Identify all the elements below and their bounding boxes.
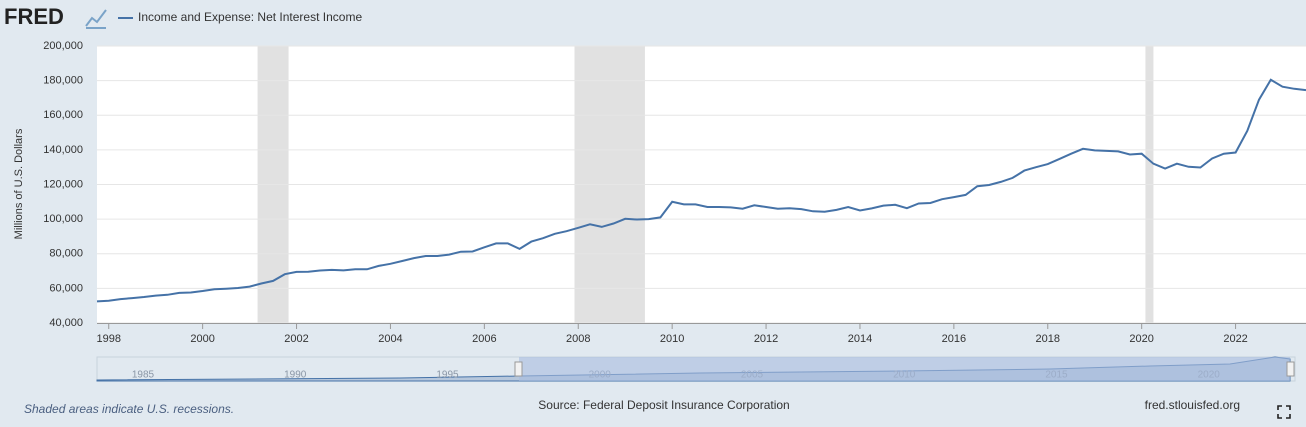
navigator-handle[interactable]	[514, 361, 523, 377]
site: fred.stlouisfed.org	[1145, 398, 1240, 412]
navigator: 20202015201020052000199519901985	[96, 356, 1296, 382]
y-tick-label: 60,000	[49, 282, 83, 294]
navigator-label: 1990	[284, 370, 307, 381]
x-tick-label: 2010	[660, 333, 684, 345]
legend-label: Income and Expense: Net Interest Income	[138, 10, 362, 24]
y-tick-label: 100,000	[43, 213, 83, 225]
y-tick-label: 160,000	[43, 109, 83, 121]
y-tick-label: 80,000	[49, 248, 83, 260]
x-tick-label: 2002	[284, 333, 308, 345]
navigator-selection	[519, 357, 1290, 381]
x-tick-label: 2006	[472, 333, 496, 345]
x-tick-label: 2016	[942, 333, 966, 345]
x-tick-label: 1998	[96, 333, 120, 345]
x-tick-label: 2008	[566, 333, 590, 345]
source: Source: Federal Deposit Insurance Corpor…	[538, 398, 789, 412]
x-tick-label: 2018	[1036, 333, 1060, 345]
y-tick-label: 140,000	[43, 144, 83, 156]
x-tick-label: 2012	[754, 333, 778, 345]
logo-icon	[85, 9, 107, 29]
navigator-label: 1995	[436, 370, 459, 381]
x-tick-label: 2004	[378, 333, 402, 345]
x-tick-label: 2014	[848, 333, 872, 345]
x-tick-label: 2000	[190, 333, 214, 345]
x-tick-label: 2020	[1129, 333, 1153, 345]
navigator-label: 1985	[132, 370, 155, 381]
x-tick-label: 2022	[1223, 333, 1247, 345]
y-tick-label: 40,000	[49, 317, 83, 329]
y-axis-label: Millions of U.S. Dollars	[13, 128, 25, 239]
y-tick-label: 200,000	[43, 40, 83, 52]
fullscreen-icon[interactable]	[1277, 405, 1291, 419]
recession-note: Shaded areas indicate U.S. recessions.	[24, 402, 234, 416]
navigator-handle[interactable]	[1286, 361, 1295, 377]
series-line	[96, 78, 1306, 303]
y-tick-label: 120,000	[43, 178, 83, 190]
y-tick-label: 180,000	[43, 75, 83, 87]
logo: FRED	[4, 4, 64, 29]
